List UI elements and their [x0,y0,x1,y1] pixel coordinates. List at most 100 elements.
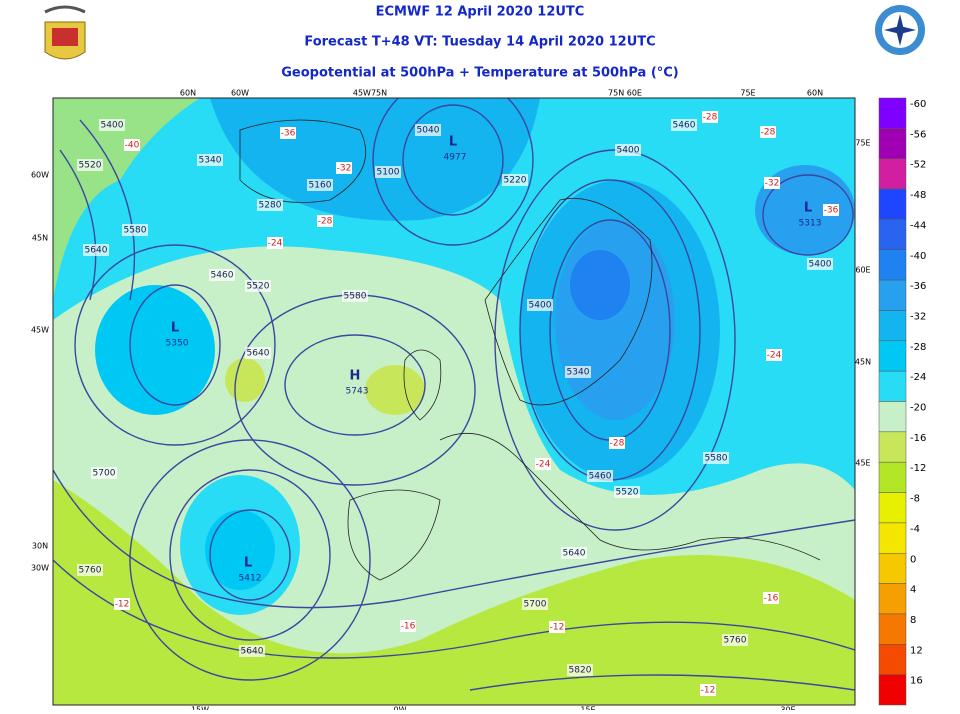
contour-label: 5580 [124,226,147,236]
colorbar-label: 16 [910,676,923,687]
logo-right [875,5,925,55]
colorbar-swatch [878,219,907,250]
temperature-label: -28 [610,439,625,449]
contour-label: 5640 [563,549,586,559]
colorbar-label: -52 [910,160,926,171]
grid-label: 60E [855,266,870,275]
contour-label-bg [703,452,729,464]
colorbar-swatch [878,188,907,220]
grid-label: 75N 60E [608,89,642,98]
contour-label: 5520 [616,488,639,498]
temperature-label-bg [400,620,416,632]
grid-label: 0W [394,706,407,711]
contour-label-bg [614,486,640,498]
colorbar-label: -20 [910,403,926,414]
temperature-label-bg [823,204,839,216]
contour-label: 5460 [589,472,612,482]
grid-label: 15E [580,706,595,711]
contour-label-bg [415,124,441,136]
temperature-label-bg [336,162,352,174]
colorbar-swatch [878,310,907,342]
temperature-label-bg [764,177,780,189]
grid-label: 60W [31,171,49,180]
temperature-label: -36 [281,129,296,139]
temperature-label: -28 [703,113,718,123]
center-value: 5350 [166,339,189,349]
contour-label-bg [502,174,528,186]
contour-label-bg [587,470,613,482]
contour-label-bg [307,179,333,191]
colorbar-label: -44 [910,220,926,231]
grid-label: 45W [31,326,49,335]
temperature-label-bg [549,621,565,633]
contour-label-bg [567,664,593,676]
colorbar-label: 0 [910,554,916,565]
grid-label: 45W75N [353,89,387,98]
temperature-label: -12 [550,623,565,633]
contour-label: 5400 [809,260,832,270]
colorbar-swatch [878,97,907,129]
contour-label: 5400 [529,301,552,311]
contour-label-bg [375,166,401,178]
grid-label: 75E [855,139,870,148]
temperature-label-bg [124,139,140,151]
logo-left [44,5,86,60]
temperature-label: -32 [765,179,780,189]
colorbar-label: -56 [910,129,926,140]
contour-label-bg [209,269,235,281]
temperature-label-bg [760,126,776,138]
temperature-label-bg [535,458,551,470]
subtitle: Forecast T+48 VT: Tuesday 14 April 2020 … [304,35,655,50]
colorbar-swatch [878,583,907,615]
contour-label-bg [671,119,697,131]
colorbar-swatch [878,492,907,524]
contour-label: 5340 [567,368,590,378]
center-value: 4977 [444,153,467,163]
contour-label: 5640 [85,246,108,256]
contour-label: 5460 [211,271,234,281]
grid-label: 30N [32,542,48,551]
contour-label: 5160 [309,181,332,191]
contour-label: 5520 [79,161,102,171]
contour-label-bg [91,467,117,479]
map [53,98,855,705]
contour-label-bg [522,598,548,610]
colorbar-swatch [878,158,907,190]
temperature-label-bg [114,598,130,610]
colorbar-swatch [878,128,907,159]
colorbar-label: -48 [910,190,926,201]
colorbar-label: -16 [910,433,926,444]
temperature-label-bg [267,237,283,249]
colorbar-swatch [878,279,907,311]
contour-label-bg [257,199,283,211]
title: ECMWF 12 April 2020 12UTC [376,5,585,20]
pressure-center: L [244,556,252,571]
colorbar-swatch [878,340,907,372]
temperature-label: -24 [268,239,283,249]
contour-label: 5580 [344,292,367,302]
contour-label-bg [77,159,103,171]
contour-label-bg [722,634,748,646]
contour-label: 5580 [705,454,728,464]
temperature-label-bg [702,111,718,123]
colorbar-label: -60 [910,99,926,110]
colorbar-swatch [878,431,907,463]
colorbar-swatch [878,522,907,554]
contour-label-bg [342,290,368,302]
temperature-label: -12 [701,686,716,696]
colorbar-swatch [878,644,907,675]
contour-label: 5280 [259,201,282,211]
contour-label-bg [245,347,271,359]
temperature-label-bg [763,592,779,604]
colorbar-swatch [878,674,907,706]
grid-label: 60N [180,89,196,98]
contour-label-bg [239,645,265,657]
colorbar-swatch [878,613,907,645]
temperature-label: -16 [401,622,416,632]
colorbar-swatch [878,553,907,584]
colorbar-swatch [878,249,907,281]
contour-label-bg [565,366,591,378]
contour-label-bg [99,119,125,131]
colorbar-swatch [878,370,907,402]
